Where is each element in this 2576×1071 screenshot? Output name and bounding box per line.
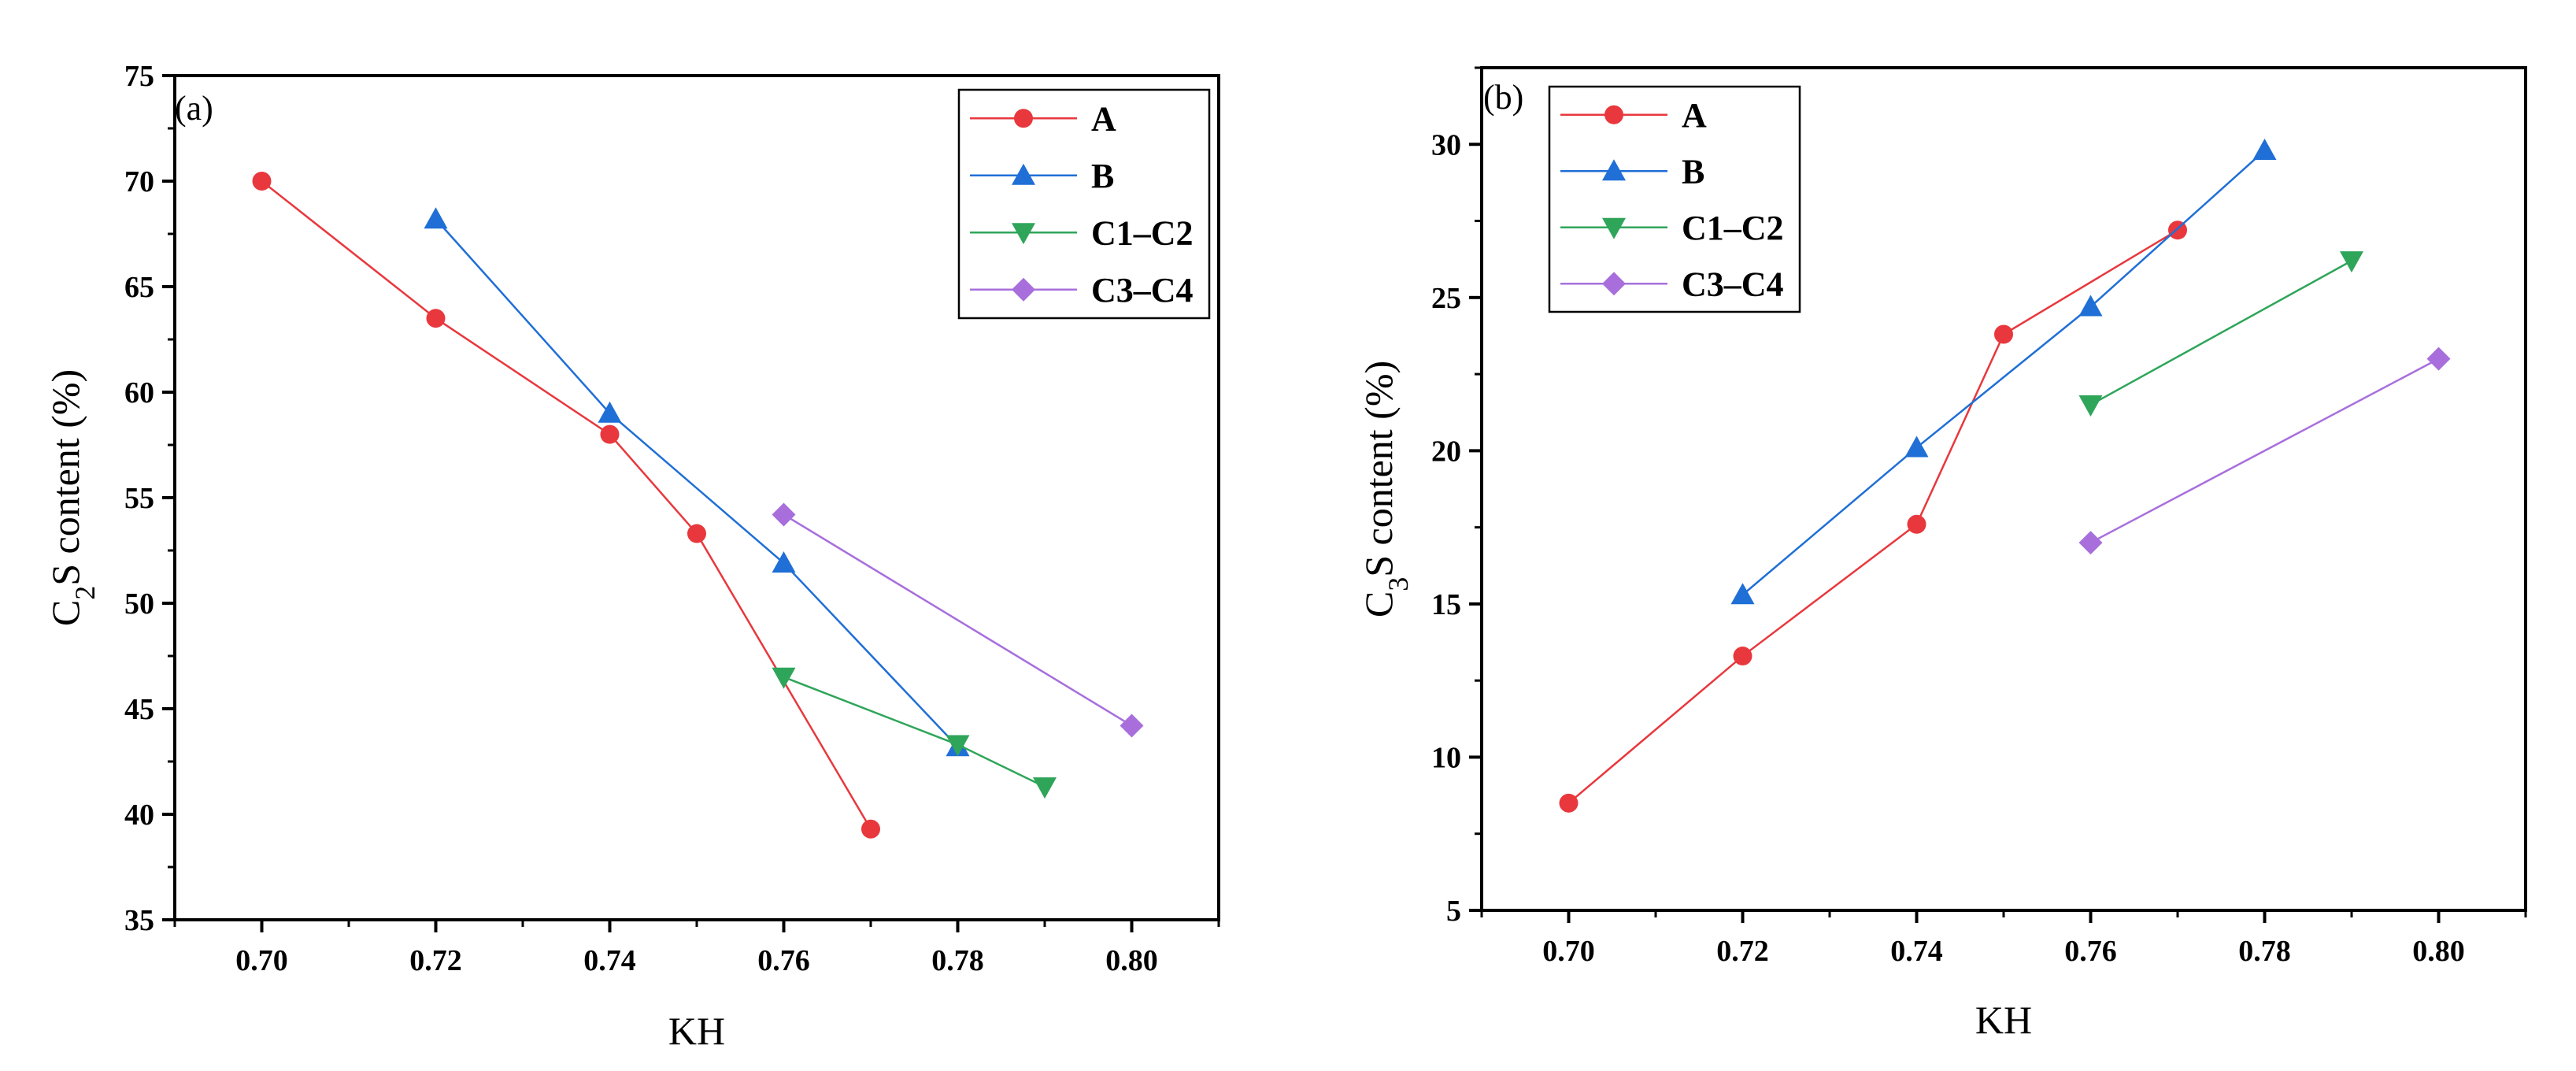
legend-marker (1602, 159, 1626, 181)
legend-marker (1012, 163, 1035, 185)
legend-label: C1–C2 (1682, 209, 1784, 247)
data-point (600, 424, 620, 444)
data-point (2078, 295, 2103, 317)
data-point (2426, 346, 2451, 371)
y-tick-label: 20 (1431, 435, 1461, 468)
data-point (861, 819, 880, 839)
y-tick-label: 50 (124, 587, 154, 621)
legend-marker (1604, 105, 1623, 124)
series-A (252, 172, 880, 839)
panel-label: (b) (1483, 78, 1523, 117)
data-point (1907, 514, 1926, 534)
legend-box (1548, 85, 1801, 313)
x-tick-label: 0.80 (1105, 944, 1158, 977)
y-tick-label: 35 (124, 904, 154, 937)
data-point (946, 735, 970, 757)
series-line (2089, 260, 2352, 406)
series-B (424, 207, 970, 757)
y-tick-label: 10 (1431, 741, 1461, 774)
legend-box (957, 88, 1211, 320)
panel-label: (a) (175, 89, 213, 128)
legend-label: C3–C4 (1091, 271, 1194, 309)
legend-label: A (1682, 96, 1707, 135)
legend-marker (1012, 277, 1035, 302)
x-axis-title: KH (1975, 998, 2032, 1042)
y-tick-label: 55 (124, 482, 154, 515)
x-tick-label: 0.76 (2064, 935, 2117, 968)
x-tick-label: 0.70 (235, 944, 288, 977)
series-line (1741, 150, 2266, 596)
y-tick-label: 5 (1446, 895, 1461, 928)
series-C1–C2 (2078, 251, 2363, 417)
data-point (1904, 435, 1929, 458)
data-point (1033, 777, 1057, 799)
x-tick-label: 0.76 (757, 944, 810, 977)
series-line (783, 676, 1046, 788)
legend-marker (1602, 217, 1626, 239)
data-point (2340, 251, 2363, 273)
y-tick-label: 15 (1431, 588, 1461, 621)
panel-a: 0.70 0.72 0.74 0.76 0.78 0.80 35 40 45 50 55 60 65 70… (43, 60, 1220, 1053)
y-tick-label: 25 (1431, 282, 1461, 315)
y-tick-label: 60 (124, 376, 154, 410)
legend: AB C1–C2 C3–C4 (957, 88, 1211, 320)
data-point (2252, 139, 2277, 161)
data-point (1559, 793, 1579, 813)
x-tick-label: 0.78 (931, 944, 984, 977)
y-tick-label: 45 (124, 693, 154, 726)
y-tick-label: 40 (124, 799, 154, 832)
series-line (783, 513, 1133, 727)
legend-label: C3–C4 (1682, 265, 1784, 303)
data-point (598, 401, 622, 423)
legend-label: B (1682, 152, 1704, 191)
x-tick-label: 0.74 (1890, 935, 1943, 968)
legend-marker (1602, 272, 1626, 296)
data-point (426, 309, 446, 328)
data-point (2078, 395, 2103, 417)
legend-marker (1012, 223, 1035, 245)
y-axis-title: C3S content (%) (1356, 361, 1414, 617)
data-point (424, 207, 448, 229)
series-line (2089, 358, 2440, 544)
data-point (772, 551, 796, 573)
data-point (2078, 531, 2103, 555)
data-point (772, 667, 796, 689)
y-tick-label: 75 (124, 60, 154, 93)
data-point (1120, 713, 1144, 738)
x-tick-label: 0.78 (2238, 935, 2291, 968)
x-tick-label: 0.70 (1542, 935, 1595, 968)
x-tick-label: 0.72 (1716, 935, 1769, 968)
y-axis-title: C2S content (%) (43, 369, 101, 626)
y-tick-label: 65 (124, 271, 154, 304)
series-C3–C4 (772, 502, 1144, 738)
series-line (435, 218, 959, 748)
x-tick-label: 0.80 (2412, 935, 2465, 968)
data-point (687, 524, 706, 543)
panel-b: 0.70 0.72 0.74 0.76 0.78 0.80 5 10 15 20 25 30 KH C3S… (1356, 66, 2527, 1042)
data-point (1994, 324, 2013, 344)
legend-marker (1014, 109, 1033, 128)
series-B (1730, 139, 2277, 605)
series-line (261, 180, 872, 830)
y-tick-label: 70 (124, 165, 154, 198)
data-point (1733, 647, 1752, 666)
x-tick-label: 0.74 (583, 944, 636, 977)
series-C1–C2 (772, 667, 1057, 799)
data-point (252, 172, 272, 191)
series-C3–C4 (2078, 346, 2451, 555)
legend: AB C1–C2 C3–C4 (1548, 85, 1801, 313)
data-point (772, 502, 796, 527)
data-point (1730, 583, 1755, 605)
y-tick-label: 30 (1431, 128, 1461, 161)
x-tick-label: 0.72 (409, 944, 462, 977)
legend-label: A (1091, 99, 1116, 138)
legend-label: B (1091, 157, 1114, 195)
x-axis-title: KH (668, 1009, 725, 1053)
legend-label: C1–C2 (1091, 213, 1194, 252)
